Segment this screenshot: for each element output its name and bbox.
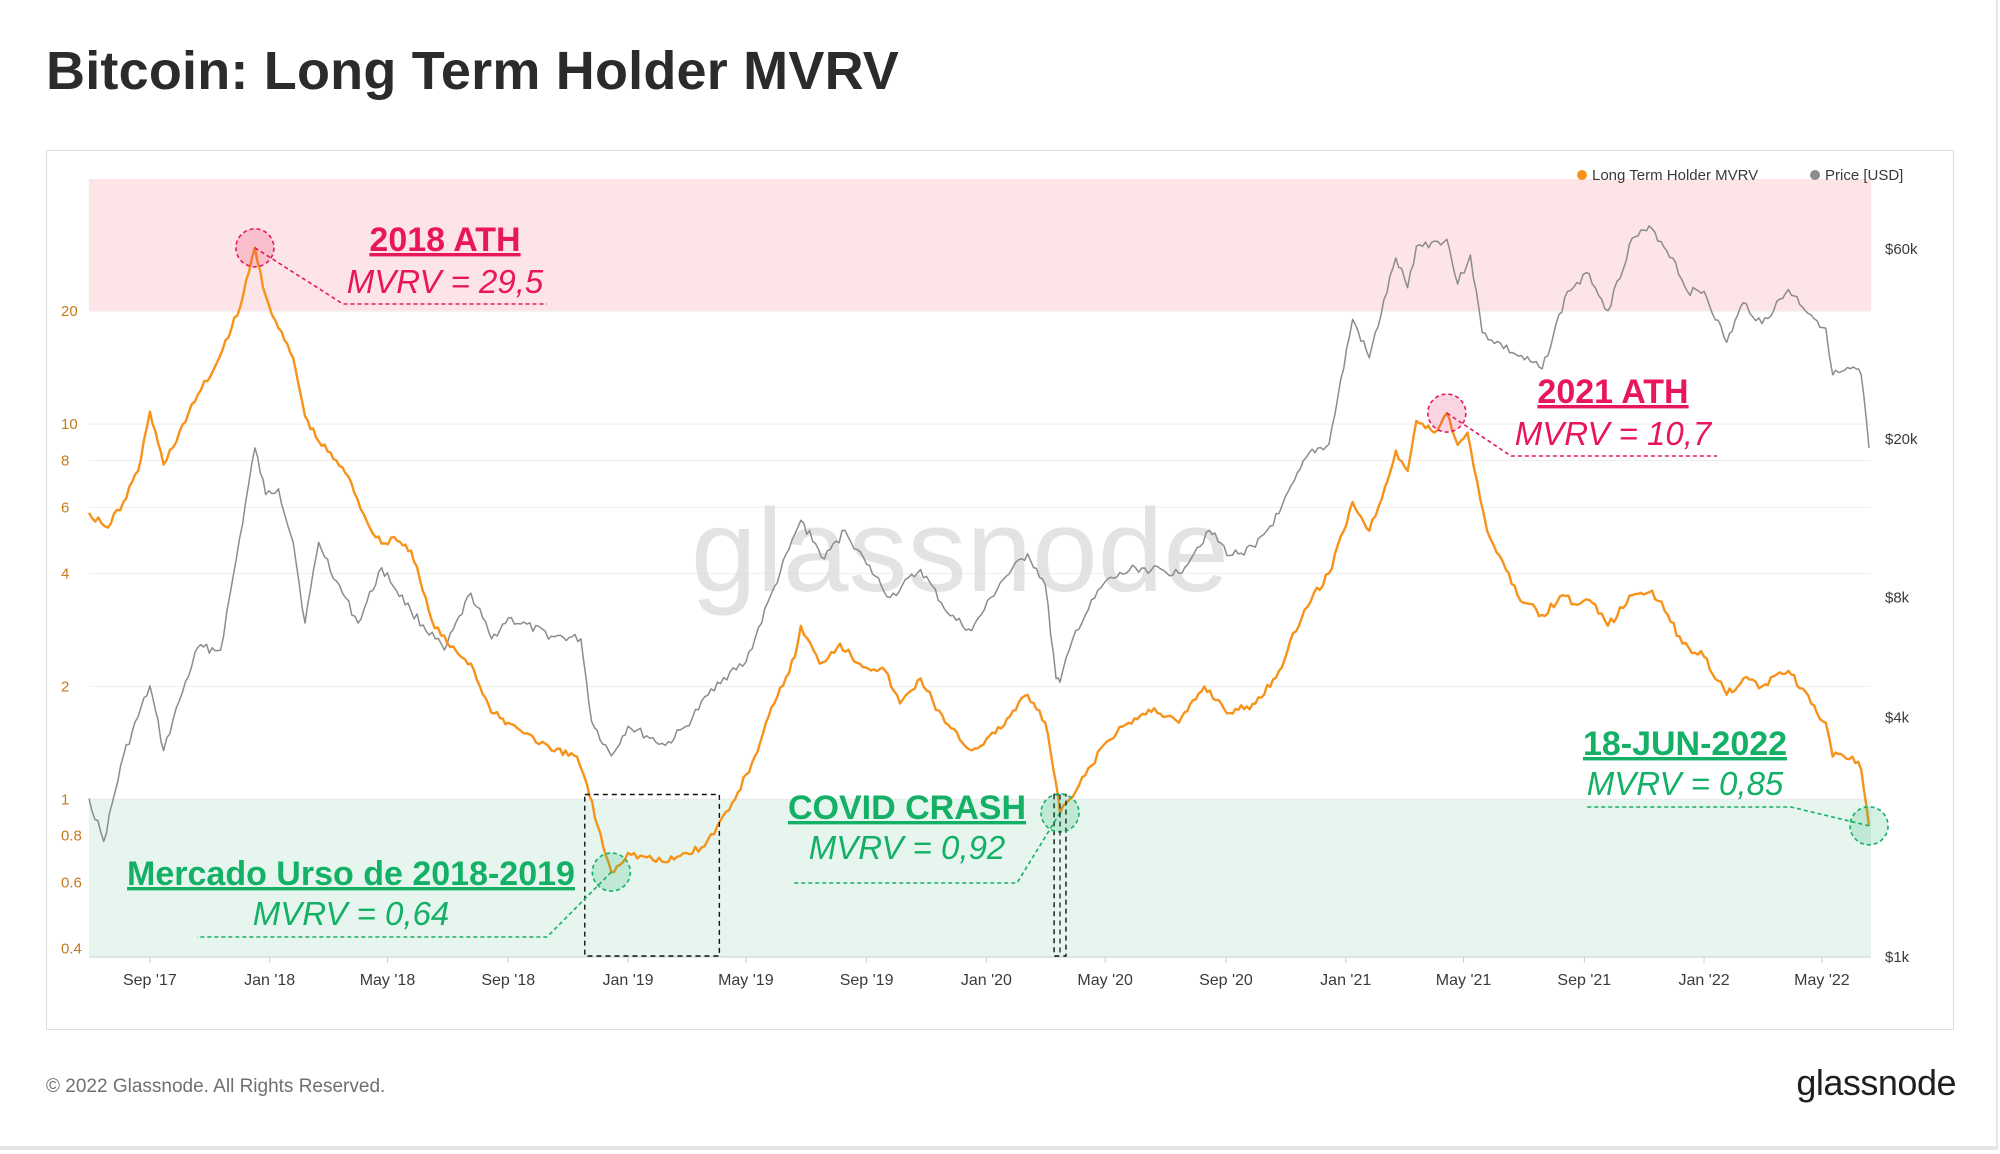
y-left-tick-label: 0.4: [61, 941, 82, 958]
annotation-ath-2021: 2021 ATH MVRV = 10,7: [1427, 373, 1717, 457]
x-tick-label: May '19: [718, 972, 774, 989]
brand-logo: glassnode: [1796, 1062, 1956, 1103]
annotation-title: 18-JUN-2022: [1583, 725, 1787, 763]
annotation-subtitle: MVRV = 0,64: [253, 895, 450, 932]
annotation-box: [584, 793, 721, 957]
legend-price-icon: [1810, 170, 1820, 180]
undervalued-zone: [89, 799, 1871, 957]
price-line: [88, 225, 1870, 843]
annotation-connector: [1446, 412, 1717, 457]
y-right-tick-label: $8k: [1885, 589, 1910, 606]
x-tick-label: May '22: [1794, 972, 1850, 989]
x-tick-label: Jan '18: [244, 972, 295, 989]
x-tick-label: May '21: [1436, 972, 1492, 989]
annotation-subtitle: MVRV = 10,7: [1515, 415, 1713, 452]
annotation-marker: [1427, 393, 1467, 433]
legend-mvrv-label: Long Term Holder MVRV: [1592, 167, 1758, 184]
copyright-text: © 2022 Glassnode. All Rights Reserved.: [46, 1076, 386, 1097]
y-right-tick-label: $20k: [1885, 431, 1918, 448]
legend-mvrv-icon: [1577, 170, 1587, 180]
annotation-title: COVID CRASH: [788, 789, 1026, 827]
y-right-tick-label: $1k: [1885, 949, 1910, 966]
annotation-marker: [591, 852, 632, 892]
chart-container: glassnode 0.4 0.6 0.8 1 2 4 6 8 10 20 $1k $4k $8k $20k…: [46, 150, 1954, 1030]
chart-svg: glassnode 0.4 0.6 0.8 1 2 4 6 8 10 20 $1k $4k $8k $20k…: [61, 167, 1918, 989]
annotation-title: 2018 ATH: [369, 221, 520, 259]
y-left-tick-label: 4: [61, 565, 69, 582]
annotation-box: [1053, 793, 1067, 957]
x-tick-label: Sep '19: [840, 972, 894, 989]
x-tick-label: Jan '19: [602, 972, 653, 989]
y-left-tick-label: 8: [61, 452, 69, 469]
x-tick-label: Sep '18: [481, 972, 535, 989]
y-left-tick-label: 0.8: [61, 828, 82, 845]
annotation-connector: [197, 871, 612, 938]
y-right-tick-label: $60k: [1885, 241, 1918, 258]
annotation-marker: [1849, 806, 1889, 846]
x-tick-label: May '18: [360, 972, 416, 989]
x-tick-label: Jan '22: [1679, 972, 1730, 989]
x-tick-label: Sep '20: [1199, 972, 1253, 989]
x-tick-label: Sep '21: [1557, 972, 1611, 989]
annotation-connector: [254, 247, 547, 305]
x-tick-label: Jan '20: [961, 972, 1012, 989]
y-left-tick-label: 2: [61, 678, 69, 695]
y-right-tick-label: $4k: [1885, 709, 1910, 726]
x-tick-label: Jan '21: [1320, 972, 1371, 989]
annotation-connector: [1587, 806, 1870, 827]
mvrv-line: [87, 246, 1871, 874]
x-tick-label: May '20: [1077, 972, 1133, 989]
annotation-subtitle: MVRV = 0,92: [809, 829, 1006, 866]
annotation-ath-2018: 2018 ATH MVRV = 29,5: [235, 221, 547, 305]
legend: Long Term Holder MVRV Price [USD]: [1577, 167, 1903, 184]
watermark: glassnode: [691, 485, 1229, 617]
y-left-tick-label: 20: [61, 303, 78, 320]
legend-price-label: Price [USD]: [1825, 167, 1903, 184]
annotation-title: 2021 ATH: [1537, 373, 1688, 411]
annotation-subtitle: MVRV = 29,5: [347, 263, 544, 300]
annotation-connector: [793, 812, 1061, 884]
annotation-subtitle: MVRV = 0,85: [1587, 765, 1784, 802]
page-title: Bitcoin: Long Term Holder MVRV: [46, 41, 900, 101]
x-tick-label: Sep '17: [123, 972, 177, 989]
y-left-tick-label: 6: [61, 499, 69, 516]
overvalued-zone: [89, 179, 1871, 312]
y-left-tick-label: 10: [61, 416, 78, 433]
y-left-tick-label: 0.6: [61, 875, 82, 892]
annotation-title: Mercado Urso de 2018-2019: [127, 855, 575, 893]
y-left-tick-label: 1: [61, 791, 69, 808]
